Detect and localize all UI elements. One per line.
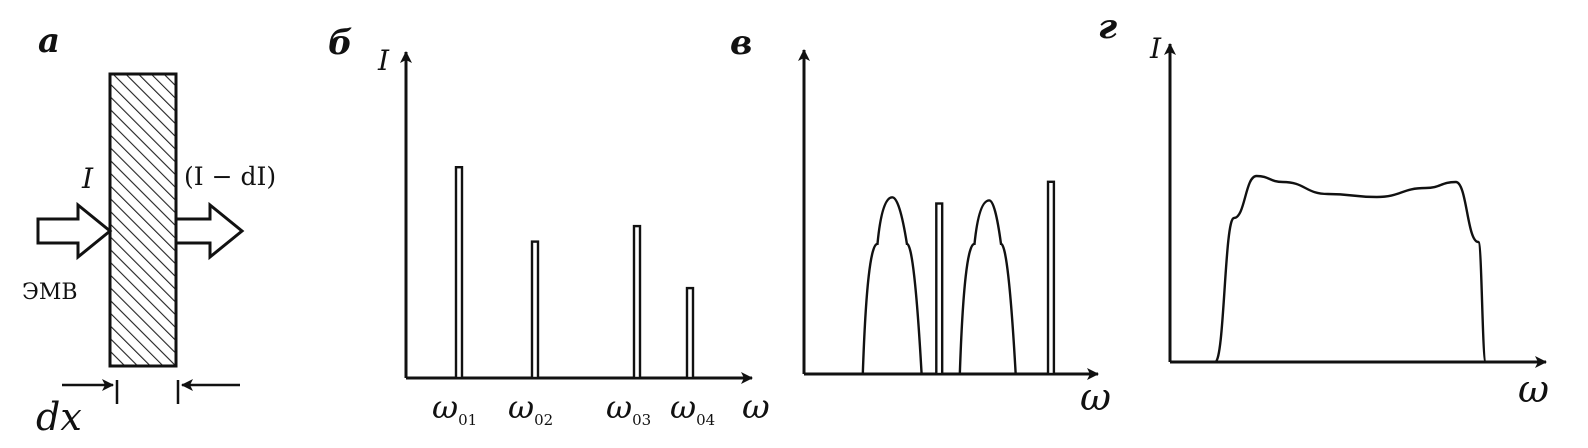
continuous-spectrum-d [1213,174,1488,364]
panel-c: в ω [730,23,1111,419]
transmitted-intensity-label: (I − dI) [184,162,276,191]
absorbing-layer [108,72,178,368]
panel-label-b: б [328,23,353,63]
panel-label-a: а [38,21,60,61]
absorption-band-c-0 [861,196,923,375]
tick-label-w04: ω04 [670,388,715,429]
tick-label-w02: ω02 [508,388,553,429]
x-axis-label-c: ω [1080,375,1111,419]
spectral-lines-b [454,165,695,380]
wave-label: ЭМВ [22,280,78,305]
spectrum-d [1213,174,1488,364]
spectral-line-ω02 [530,240,540,380]
tick-label-w01: ω01 [432,388,477,429]
spectral-line-ω04 [685,286,695,380]
y-axis-label-b: I [377,44,390,77]
tick-label-w03: ω03 [606,388,651,429]
incident-wave-arrow [36,201,113,261]
x-axis-label-b: ω [742,387,770,427]
y-axis-label-d: I [1149,32,1162,65]
thickness-label: dx [36,395,82,439]
spectral-line-ω01 [454,165,464,380]
x-axis-label-d: ω [1518,367,1549,411]
spectral-line-ω03 [632,224,642,380]
panel-b: б I ω ω01 ω02 ω03 ω04 [328,23,770,429]
absorption-band-c-2 [958,199,1017,375]
spectrum-c [861,180,1056,376]
panel-d: г I ω [1098,7,1549,411]
panel-label-d: г [1098,7,1117,47]
spectral-line-c-1 [935,202,944,376]
transmitted-wave-arrow [174,201,245,261]
panel-a: а I (I − dI) ЭМВ dx [22,21,276,439]
incident-intensity-label: I [81,162,94,195]
panel-label-c: в [730,23,752,63]
spectral-line-c-3 [1046,180,1056,376]
